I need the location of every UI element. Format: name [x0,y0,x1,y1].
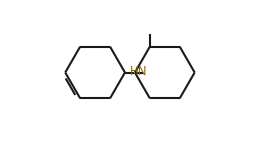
Text: HN: HN [130,65,147,78]
